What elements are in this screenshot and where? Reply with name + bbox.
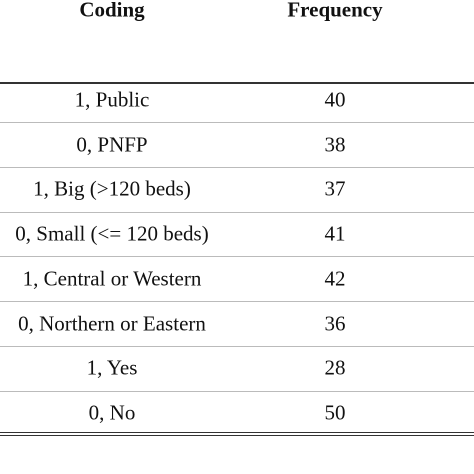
row-separator <box>0 256 474 258</box>
column-header: Coding <box>79 0 145 22</box>
row-separator <box>0 211 474 213</box>
row-separator <box>0 122 474 124</box>
row-separator <box>0 345 474 347</box>
row-separator <box>0 301 474 303</box>
column-header: Frequency <box>287 0 383 22</box>
row-separator <box>0 167 474 169</box>
frequency-cell: 37 <box>324 176 346 201</box>
coding-cell: 0, Small (<= 120 beds) <box>15 221 209 246</box>
coding-cell: 0, Northern or Eastern <box>18 311 206 335</box>
coding-cell: 1, Central or Western <box>22 266 202 291</box>
header-rule <box>0 82 474 84</box>
row-separator <box>0 390 474 392</box>
coding-cell: 0, No <box>88 400 136 425</box>
frequency-cell: 40 <box>324 87 346 112</box>
frequency-cell: 36 <box>324 311 346 335</box>
frequency-cell: 41 <box>324 221 346 246</box>
frequency-cell: 28 <box>324 355 346 380</box>
coding-cell: 1, Yes <box>86 355 138 380</box>
frequency-cell: 38 <box>324 132 346 157</box>
frequency-cell: 42 <box>324 266 346 291</box>
bottom-rule <box>0 432 474 437</box>
coding-cell: 1, Public <box>74 87 150 112</box>
coding-cell: 1, Big (>120 beds) <box>33 176 191 201</box>
coding-cell: 0, PNFP <box>76 132 148 157</box>
frequency-cell: 50 <box>324 400 346 425</box>
